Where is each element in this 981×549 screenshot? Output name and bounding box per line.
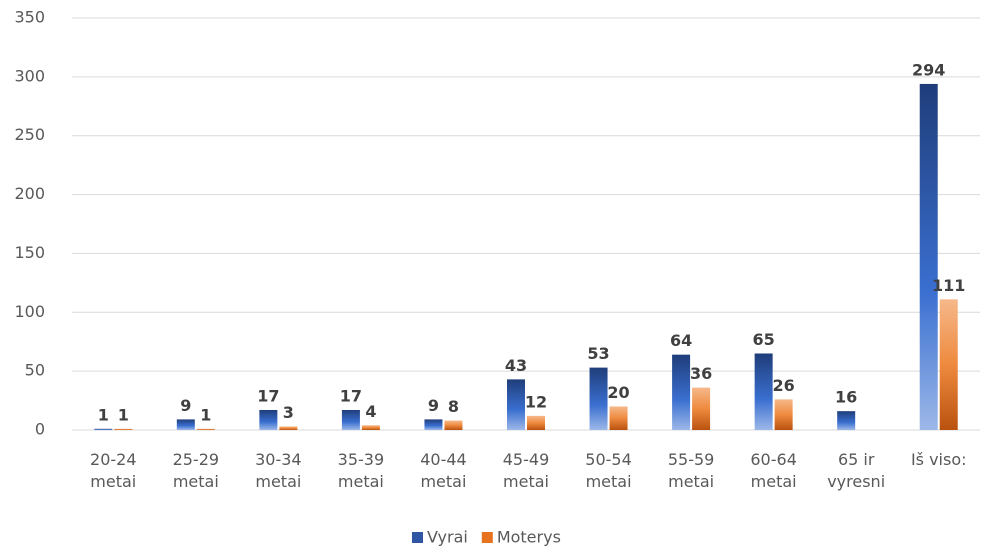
value-label: 12	[525, 392, 547, 411]
x-tick-line: 25-29	[173, 450, 220, 469]
x-tick-line: metai	[255, 472, 301, 491]
x-tick-line: metai	[668, 472, 714, 491]
y-tick-label: 300	[14, 66, 45, 85]
legend-label: Moterys	[497, 528, 561, 547]
x-tick-label: 35-39 metai	[338, 450, 385, 491]
y-tick-label: 250	[14, 125, 45, 144]
bar	[774, 399, 793, 430]
value-label: 16	[835, 388, 857, 407]
x-tick-label: 55-59 metai	[668, 450, 715, 491]
legend-swatch	[481, 532, 493, 543]
x-tick-label: 40-44 metai	[420, 450, 467, 491]
x-tick-line: metai	[586, 472, 632, 491]
y-tick-label: 350	[14, 8, 45, 27]
x-tick-line: 55-59	[668, 450, 715, 469]
value-label: 1	[98, 405, 109, 424]
y-tick-label: 100	[14, 302, 45, 321]
bar	[94, 428, 113, 430]
value-label: 4	[365, 402, 376, 421]
bar	[754, 353, 773, 430]
x-tick-label: 20-24 metai	[90, 450, 137, 491]
bar	[361, 425, 380, 430]
bar	[341, 409, 360, 430]
x-tick-label: Iš viso:	[911, 450, 967, 469]
value-label: 1	[118, 405, 129, 424]
value-label: 8	[448, 397, 459, 416]
x-tick-line: metai	[503, 472, 549, 491]
value-label: 53	[587, 344, 609, 363]
value-label: 36	[690, 364, 712, 383]
y-tick-label: 200	[14, 184, 45, 203]
value-label: 111	[932, 276, 965, 295]
bar	[939, 299, 958, 430]
y-tick-label: 0	[35, 420, 45, 439]
bar	[196, 428, 215, 430]
bar	[837, 411, 856, 430]
bar	[176, 419, 195, 430]
value-label: 65	[753, 330, 775, 349]
x-tick-line: 20-24	[90, 450, 137, 469]
value-label: 9	[428, 396, 439, 415]
x-tick-line: metai	[90, 472, 136, 491]
y-tick-label: 150	[14, 243, 45, 262]
value-label: 17	[340, 386, 362, 405]
value-label: 1	[200, 405, 211, 424]
x-tick-line: 30-34	[255, 450, 302, 469]
x-tick-label: 45-49 metai	[503, 450, 550, 491]
x-tick-line: 60-64	[750, 450, 797, 469]
value-label: 20	[607, 383, 629, 402]
value-label: 43	[505, 356, 527, 375]
bar	[444, 420, 463, 430]
bar	[424, 419, 443, 430]
bar	[609, 406, 628, 430]
bar	[692, 387, 711, 430]
x-tick-label: 25-29 metai	[173, 450, 220, 491]
bar	[527, 415, 545, 430]
bar	[114, 428, 133, 430]
bar	[919, 83, 938, 431]
x-tick-label: 65 ir vyresni	[827, 450, 885, 491]
x-tick-line: 45-49	[503, 450, 550, 469]
x-tick-line: Iš viso:	[911, 450, 967, 469]
x-tick-line: 35-39	[338, 450, 385, 469]
legend-label: Vyrai	[427, 528, 468, 547]
bar	[259, 409, 278, 430]
x-tick-line: 50-54	[585, 450, 632, 469]
x-tick-label: 50-54 metai	[585, 450, 632, 491]
bar	[507, 379, 525, 430]
value-label: 26	[773, 376, 795, 395]
value-label: 9	[180, 396, 191, 415]
x-tick-line: metai	[751, 472, 797, 491]
x-tick-line: 40-44	[420, 450, 467, 469]
x-tick-line: 65 ir	[838, 450, 875, 469]
x-tick-line: metai	[420, 472, 466, 491]
x-tick-line: metai	[338, 472, 384, 491]
x-tick-line: metai	[173, 472, 219, 491]
value-label: 3	[283, 403, 294, 422]
x-tick-label: 60-64 metai	[750, 450, 797, 491]
value-label: 64	[670, 331, 692, 350]
bar	[589, 367, 608, 430]
bar	[279, 426, 298, 430]
value-label: 294	[912, 60, 945, 79]
x-tick-line: vyresni	[827, 472, 885, 491]
value-label: 17	[257, 386, 279, 405]
bar	[672, 354, 691, 430]
x-tick-label: 30-34 metai	[255, 450, 302, 491]
y-tick-label: 50	[25, 361, 45, 380]
legend-swatch	[412, 532, 423, 543]
